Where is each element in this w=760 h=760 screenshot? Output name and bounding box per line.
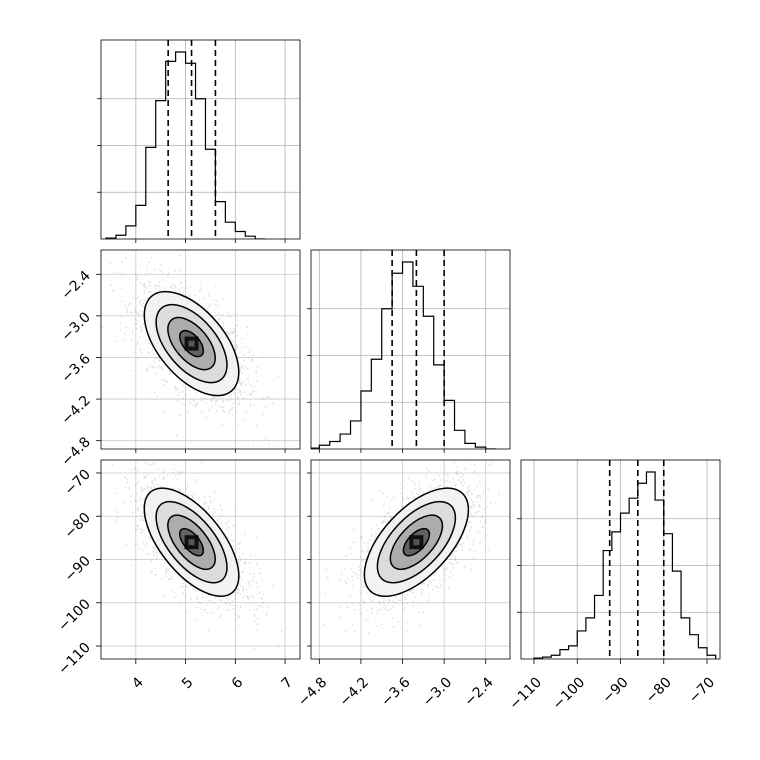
y-tick-label: −3.6 xyxy=(58,351,93,386)
diagonal-panel-3 xyxy=(517,459,721,660)
y-tick-label: −70 xyxy=(62,466,94,498)
y-tick-label: −110 xyxy=(55,640,94,679)
y-tick-label: −4.2 xyxy=(58,393,93,428)
x-tick-label: −110 xyxy=(507,674,546,713)
x-tick-label: −3.6 xyxy=(378,674,413,709)
y-tick-label: −80 xyxy=(62,510,94,542)
density xyxy=(323,461,500,634)
panel-background xyxy=(311,250,510,449)
contour-line xyxy=(155,303,228,384)
histogram-step xyxy=(533,471,717,659)
x-tick-label: −100 xyxy=(550,674,589,713)
x-tick-label: 5 xyxy=(179,674,197,692)
x-tick-label: −4.8 xyxy=(295,674,330,709)
contour-line xyxy=(363,487,470,598)
y-tick-label: −4.8 xyxy=(58,434,93,469)
contour-line xyxy=(155,500,228,584)
x-tick-label: 4 xyxy=(129,674,147,692)
panel-background xyxy=(101,40,300,239)
histogram xyxy=(105,51,266,239)
histogram xyxy=(311,261,497,449)
x-tick-label: −2.4 xyxy=(461,674,496,709)
contour-line xyxy=(167,316,216,371)
y-tick-label: −2.4 xyxy=(58,268,93,303)
contour-line xyxy=(143,487,240,598)
contour-line xyxy=(402,527,431,557)
diagonal-panel-1 xyxy=(97,39,301,240)
y-tick-label: −100 xyxy=(55,596,94,635)
histogram-step xyxy=(105,51,266,239)
contour-line xyxy=(178,329,205,358)
x-tick-label: 6 xyxy=(229,674,247,692)
diagonal-panel-2 xyxy=(307,249,511,450)
contour-line xyxy=(143,290,240,397)
y-tick-label: −90 xyxy=(62,553,94,585)
x-tick-label: −80 xyxy=(643,674,675,706)
x-tick-label: −90 xyxy=(599,674,631,706)
histogram-step xyxy=(311,261,497,449)
pair-panel-1-3 xyxy=(100,459,301,660)
density xyxy=(111,460,283,650)
x-tick-label: −70 xyxy=(686,674,718,706)
x-tick-label: 7 xyxy=(279,674,297,692)
panel-frame xyxy=(100,39,301,240)
x-tick-label: −4.2 xyxy=(337,674,372,709)
density xyxy=(101,254,279,446)
density-peak xyxy=(188,340,195,347)
panel-frame xyxy=(100,249,301,450)
pair-panel-1-2 xyxy=(100,249,301,450)
density-peak xyxy=(188,539,195,546)
x-tick-label: −3.0 xyxy=(420,674,455,709)
y-tick-label: −3.0 xyxy=(58,309,93,344)
density-peak xyxy=(413,539,420,546)
contour-line xyxy=(178,527,205,557)
contour-line xyxy=(376,500,457,584)
contour-line xyxy=(389,514,444,570)
pair-panel-2-3 xyxy=(310,459,511,660)
histogram xyxy=(533,471,717,659)
contour-line xyxy=(167,514,216,570)
panel-frame xyxy=(310,249,511,450)
